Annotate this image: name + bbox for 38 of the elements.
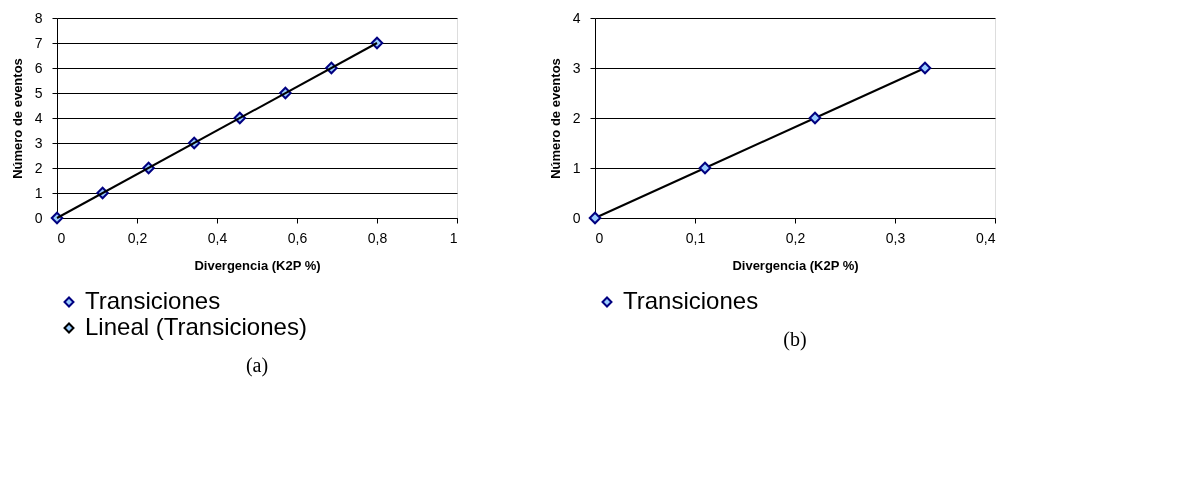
text: (b) <box>783 328 807 351</box>
legend-label: Lineal (Transiciones) <box>85 313 307 340</box>
y-tick-label: 1 <box>34 184 43 201</box>
y-tick-label: 6 <box>34 59 43 76</box>
legend-label: Transiciones <box>85 287 221 314</box>
y-tick-label: 8 <box>34 9 43 26</box>
y-axis-title: Número de eventos <box>547 58 563 179</box>
x-tick-label: 1 <box>449 229 458 246</box>
y-tick-label: 3 <box>572 59 581 76</box>
x-axis-title: Divergencia (K2P %) <box>194 257 321 273</box>
x-tick-label: 0,1 <box>685 229 706 246</box>
y-axis-title: Número de eventos <box>9 58 25 179</box>
x-tick-label: 0 <box>57 229 66 246</box>
x-axis-title: Divergencia (K2P %) <box>732 257 859 273</box>
y-tick-label: 0 <box>34 209 43 226</box>
y-tick-label: 4 <box>34 109 43 126</box>
y-tick-label: 3 <box>34 134 43 151</box>
x-tick-label: 0,6 <box>287 229 308 246</box>
x-tick-label: 0 <box>595 229 604 246</box>
y-tick-label: 2 <box>34 159 43 176</box>
text: (a) <box>245 354 269 377</box>
y-tick-label: 7 <box>34 34 43 51</box>
legend-label: Transiciones <box>623 287 759 314</box>
point <box>808 111 822 125</box>
point <box>588 211 602 225</box>
y-tick-label: 0 <box>572 209 581 226</box>
x-tick-label: 0,4 <box>976 229 996 246</box>
x-tick-label: 0,3 <box>885 229 906 246</box>
y-tick-label: 2 <box>572 109 581 126</box>
x-tick-label: 0,4 <box>207 229 228 246</box>
y-tick-label: 5 <box>34 84 43 101</box>
y-tick-label: 4 <box>572 9 581 26</box>
x-tick-label: 0,2 <box>127 229 148 246</box>
point <box>918 61 932 75</box>
x-tick-label: 0,2 <box>785 229 806 246</box>
y-tick-label: 1 <box>572 159 581 176</box>
x-tick-label: 0,8 <box>367 229 388 246</box>
point <box>698 161 712 175</box>
